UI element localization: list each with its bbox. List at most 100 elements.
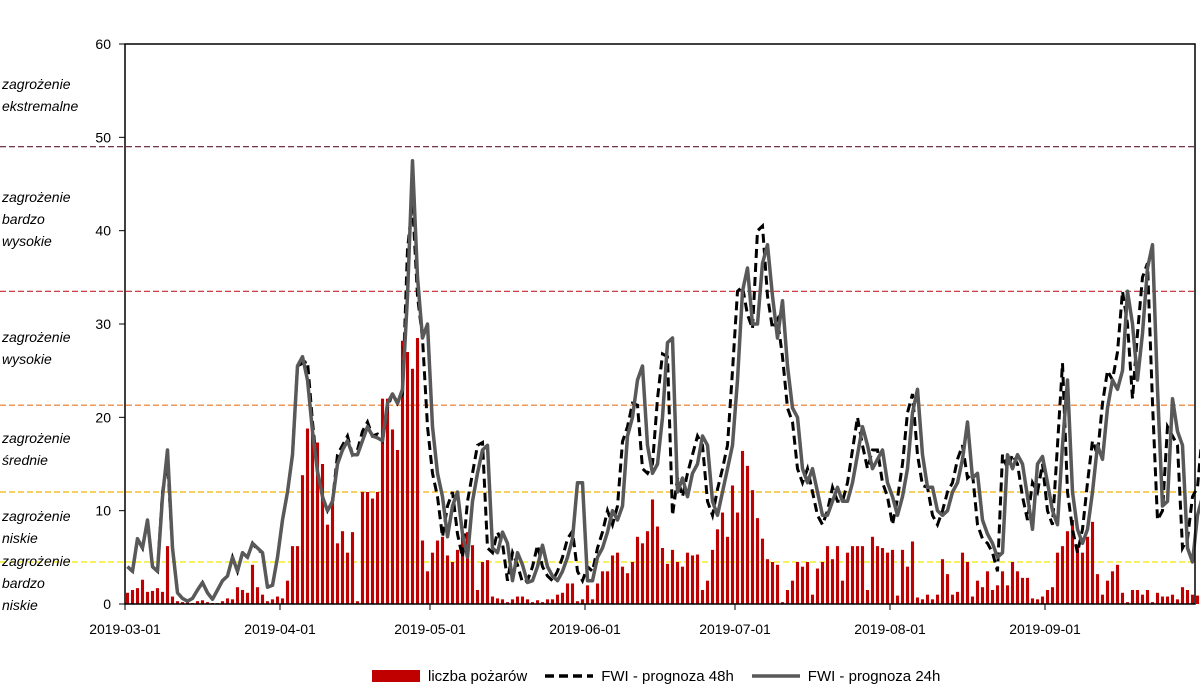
legend-item-fwi-48h: FWI - prognoza 48h [545, 668, 734, 685]
bar-fires [825, 546, 830, 604]
bar-fires [990, 590, 995, 604]
bar-fires [1125, 602, 1130, 604]
bar-fires [560, 592, 565, 604]
bar-fires [655, 526, 660, 604]
bar-fires [170, 596, 175, 604]
bar-fires [860, 546, 865, 604]
bar-fires [820, 562, 825, 604]
x-tick-label: 2019-06-01 [549, 621, 621, 637]
bar-fires [650, 499, 655, 604]
bar-fires [1140, 594, 1145, 604]
bar-fires [460, 534, 465, 604]
bar-fires [700, 590, 705, 604]
bar-fires [1090, 521, 1095, 604]
bar-fires [580, 599, 585, 604]
bar-fires [490, 596, 495, 604]
zone-label-line: niskie [2, 597, 38, 613]
bar-fires [1030, 598, 1035, 604]
bar-fires [340, 531, 345, 604]
bar-fires [1005, 585, 1010, 604]
bar-fires [335, 543, 340, 604]
bar-fires [430, 552, 435, 604]
bar-fires [590, 599, 595, 604]
bar-fires [765, 559, 770, 604]
bar-fires [525, 599, 530, 604]
bar-fires [910, 541, 915, 604]
bar-fires [565, 583, 570, 604]
bar-fires [455, 549, 460, 604]
bar-fires [315, 442, 320, 604]
y-tick-label: 0 [103, 596, 111, 612]
bar-fires [475, 590, 480, 604]
legend-label-fwi-24h: FWI - prognoza 24h [807, 667, 941, 685]
bar-fires [125, 592, 130, 604]
bar-fires [835, 546, 840, 604]
bar-fires [415, 338, 420, 604]
bar-fires [595, 583, 600, 604]
y-tick-label: 50 [95, 129, 111, 145]
fire-count-bars [125, 338, 1200, 604]
zone-label-line: wysokie [2, 233, 52, 249]
bar-fires [625, 573, 630, 604]
bar-fires [875, 546, 880, 604]
x-axis: 2019-03-01 2019-04-01 2019-05-01 2019-06-01… [89, 604, 1081, 637]
bar-fires [635, 536, 640, 604]
bar-fires [1145, 590, 1150, 604]
bar-fires [505, 602, 510, 604]
bar-fires [1020, 577, 1025, 604]
bar-fires [770, 562, 775, 604]
bar-fires [680, 566, 685, 604]
bar-fires [290, 546, 295, 604]
bar-fires [1015, 571, 1020, 604]
bar-fires [725, 536, 730, 604]
bar-fires [195, 601, 200, 604]
bar-fires [1180, 587, 1185, 604]
bar-fires [220, 601, 225, 604]
bar-fires [920, 599, 925, 604]
bar-fires [940, 559, 945, 604]
bar-fires [1025, 577, 1030, 604]
bar-fires [375, 492, 380, 604]
y-tick-label: 30 [95, 316, 111, 332]
bar-fires [275, 596, 280, 604]
bar-fires [1185, 590, 1190, 604]
bar-fires [660, 548, 665, 604]
bar-fires [280, 598, 285, 604]
x-tick-label: 2019-04-01 [244, 621, 316, 637]
bar-fires [410, 368, 415, 604]
legend-label-fires: liczba pożarów [428, 667, 528, 685]
zone-label-line: zagrożenie [2, 553, 71, 569]
x-tick-label: 2019-07-01 [699, 621, 771, 637]
bar-fires [930, 599, 935, 604]
bar-fires [575, 601, 580, 604]
bar-fires [425, 571, 430, 604]
bar-fires [985, 571, 990, 604]
bar-fires [630, 562, 635, 604]
bar-fires [710, 549, 715, 604]
bar-fires [345, 552, 350, 604]
bar-fires [1110, 571, 1115, 604]
bar-fires [615, 552, 620, 604]
legend-swatch-fires [372, 670, 420, 682]
bar-fires [745, 465, 750, 604]
bar-fires [450, 562, 455, 604]
zone-label-3: zagrożenie wysokie [2, 326, 120, 370]
bar-fires [1165, 596, 1170, 604]
bar-fires [830, 559, 835, 604]
x-tick-label: 2019-09-01 [1009, 621, 1081, 637]
bar-fires [365, 492, 370, 604]
bar-fires [965, 562, 970, 604]
bar-fires [500, 599, 505, 604]
bar-fires [180, 602, 185, 604]
zone-label-1: zagrożenie niskie [2, 505, 120, 549]
bar-fires [645, 531, 650, 604]
bar-fires [760, 538, 765, 604]
bar-fires [905, 566, 910, 604]
bar-fires [705, 580, 710, 604]
bar-fires [205, 602, 210, 604]
bar-fires [605, 571, 610, 604]
bar-fires [570, 583, 575, 604]
bar-fires [445, 555, 450, 604]
bar-fires [865, 590, 870, 604]
bar-fires [530, 602, 535, 604]
